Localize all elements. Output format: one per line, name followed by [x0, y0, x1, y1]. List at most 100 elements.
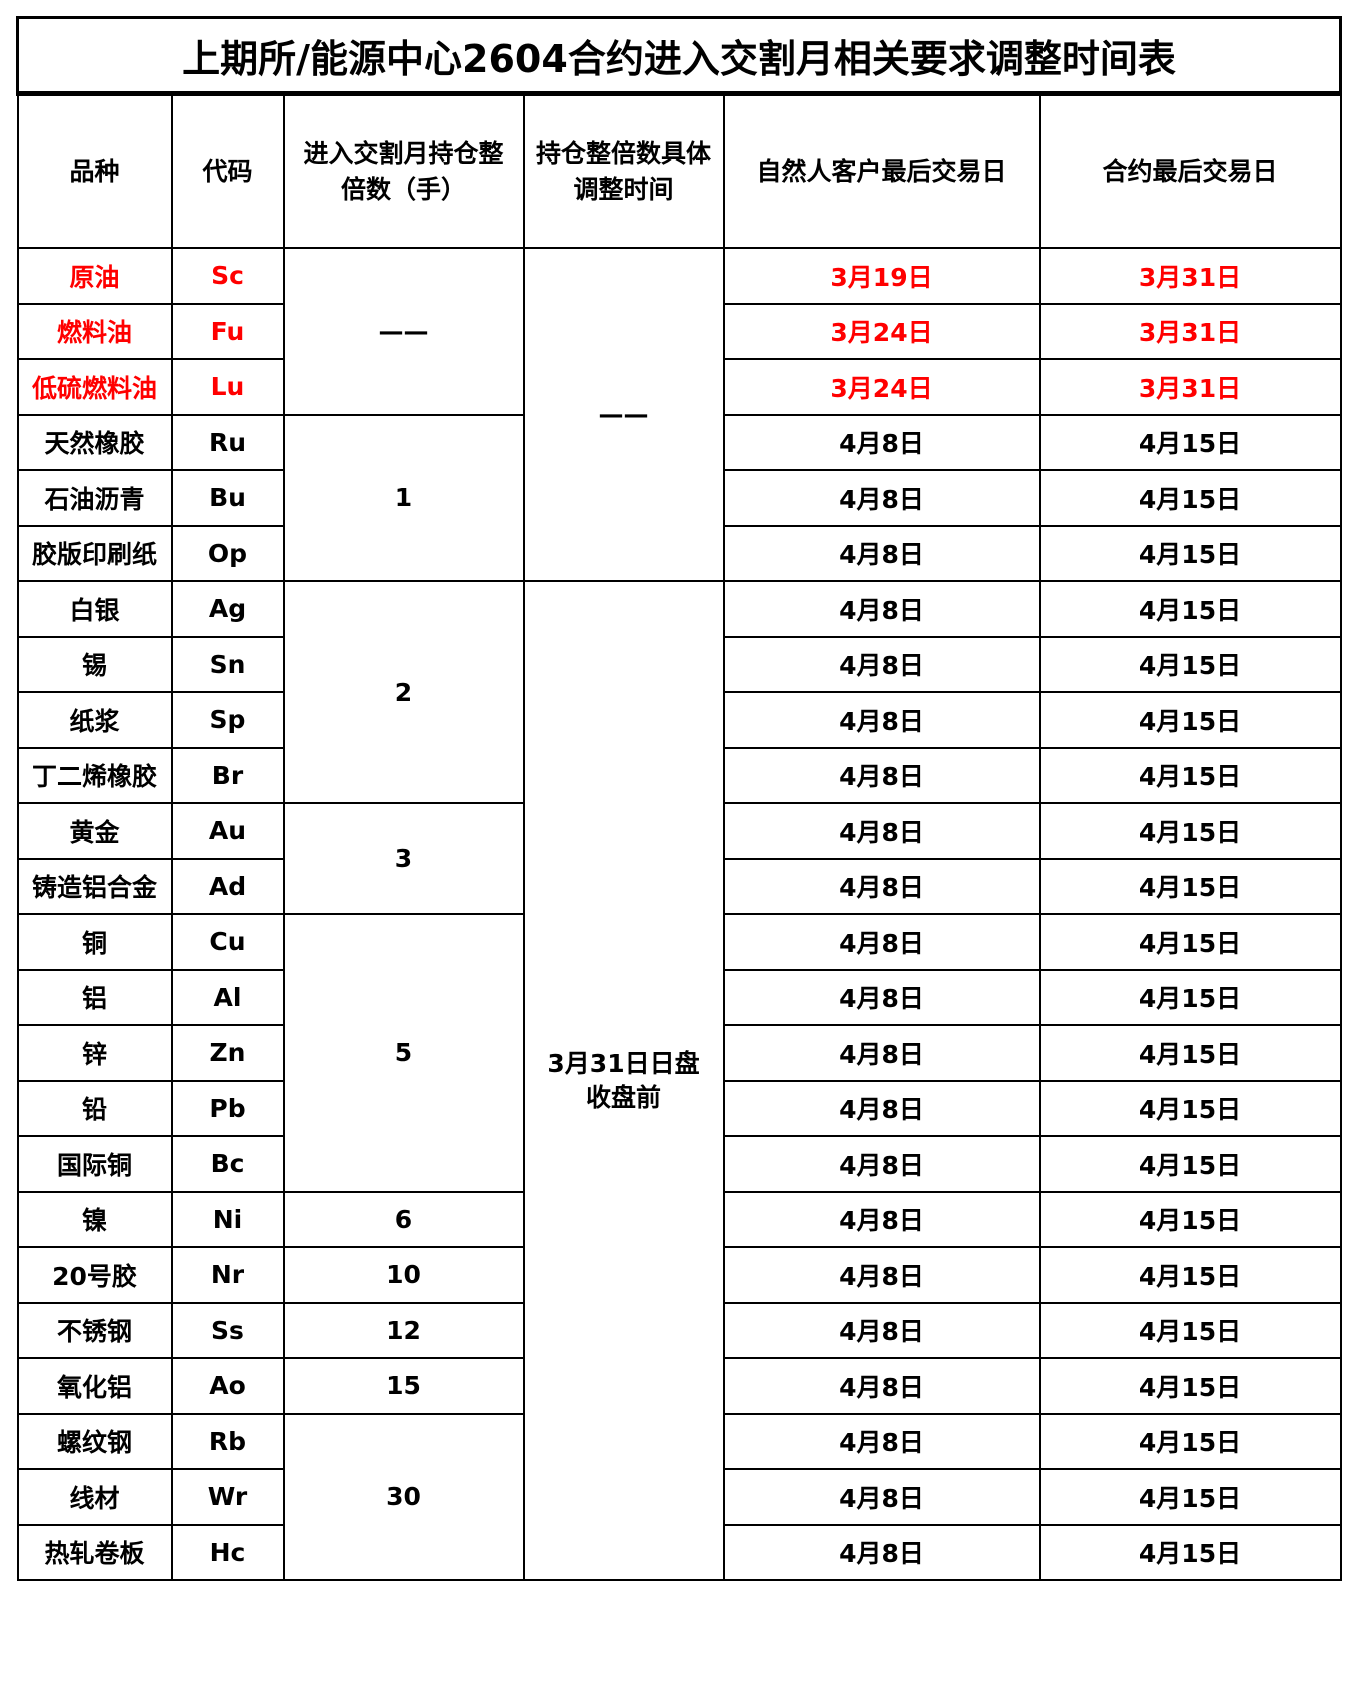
contract-last-day: 4月15日 — [1038, 1412, 1342, 1470]
variety-code: Ru — [170, 413, 285, 471]
contract-last-day: 4月15日 — [1038, 1135, 1342, 1193]
variety-code: Bc — [170, 1135, 285, 1193]
table-row: 氧化铝 Ao 15 4月8日 4月15日 — [16, 1357, 1342, 1415]
variety-name: 镍 — [16, 1190, 173, 1248]
contract-last-day: 4月15日 — [1038, 1357, 1342, 1415]
header-adjust-time: 持仓整倍数具体调整时间 — [522, 92, 725, 249]
variety-code: Ad — [170, 857, 285, 915]
table-row: 镍 Ni 6 4月8日 4月15日 — [16, 1190, 1342, 1248]
variety-name: 胶版印刷纸 — [16, 524, 173, 582]
contract-last-day: 4月15日 — [1038, 1190, 1342, 1248]
table-row: 铝 Al 4月8日 4月15日 — [16, 968, 1342, 1026]
contract-last-day: 3月31日 — [1038, 302, 1342, 360]
variety-name: 丁二烯橡胶 — [16, 746, 173, 804]
contract-last-day: 4月15日 — [1038, 691, 1342, 749]
contract-last-day: 4月15日 — [1038, 1079, 1342, 1137]
variety-name: 螺纹钢 — [16, 1412, 173, 1470]
table-row: 螺纹钢 Rb 30 4月8日 4月15日 — [16, 1412, 1342, 1581]
header-contract-last-day: 合约最后交易日 — [1038, 92, 1342, 249]
natural-person-last-day: 4月8日 — [722, 1190, 1041, 1248]
table-row: 国际铜 Bc 4月8日 4月15日 — [16, 1135, 1342, 1193]
variety-name: 铸造铝合金 — [16, 857, 173, 915]
contract-last-day: 4月15日 — [1038, 913, 1342, 971]
natural-person-last-day: 4月8日 — [722, 1301, 1041, 1359]
contract-last-day: 4月15日 — [1038, 1468, 1342, 1526]
variety-code: Op — [170, 524, 285, 582]
header-code: 代码 — [170, 92, 285, 249]
variety-name: 锌 — [16, 1024, 173, 1082]
variety-name: 纸浆 — [16, 691, 173, 749]
table-row: 线材 Wr 4月8日 4月15日 — [16, 1468, 1342, 1526]
variety-code: Cu — [170, 913, 285, 971]
variety-name: 铝 — [16, 968, 173, 1026]
natural-person-last-day: 4月8日 — [722, 1357, 1041, 1415]
variety-code: Pb — [170, 1079, 285, 1137]
contract-last-day: 3月31日 — [1038, 247, 1342, 305]
natural-person-last-day: 4月8日 — [722, 1246, 1041, 1304]
table-row: 石油沥青 Bu 4月8日 4月15日 — [16, 469, 1342, 527]
variety-code: Ss — [170, 1301, 285, 1359]
adjust-time: —— — [522, 247, 725, 582]
position-multiple: 10 — [282, 1246, 525, 1304]
variety-code: Bu — [170, 469, 285, 527]
contract-last-day: 4月15日 — [1038, 580, 1342, 638]
schedule-document: 上期所/能源中心2604合约进入交割月相关要求调整时间表 品种 代码 进入交割月… — [16, 16, 1342, 1581]
position-multiple: 3 — [282, 802, 525, 915]
natural-person-last-day: 4月8日 — [722, 968, 1041, 1026]
variety-name: 天然橡胶 — [16, 413, 173, 471]
variety-code: Ni — [170, 1190, 285, 1248]
table-row: 原油 Sc —— —— 3月19日 3月31日 — [16, 247, 1342, 582]
variety-name: 白银 — [16, 580, 173, 638]
position-multiple: 12 — [282, 1301, 525, 1359]
variety-code: Sn — [170, 635, 285, 693]
variety-code: Br — [170, 746, 285, 804]
natural-person-last-day: 4月8日 — [722, 580, 1041, 638]
variety-name: 20号胶 — [16, 1246, 173, 1304]
variety-code: Ag — [170, 580, 285, 638]
variety-name: 氧化铝 — [16, 1357, 173, 1415]
table-row: 黄金 Au 3 4月8日 4月15日 — [16, 802, 1342, 915]
contract-last-day: 4月15日 — [1038, 968, 1342, 1026]
table-row: 纸浆 Sp 4月8日 4月15日 — [16, 691, 1342, 749]
natural-person-last-day: 4月8日 — [722, 1412, 1041, 1470]
table-row: 胶版印刷纸 Op 4月8日 4月15日 — [16, 524, 1342, 582]
table-row: 白银 Ag 2 3月31日日盘收盘前 4月8日 4月15日 — [16, 580, 1342, 1581]
variety-name: 铜 — [16, 913, 173, 971]
contract-last-day: 4月15日 — [1038, 1523, 1342, 1581]
position-multiple: 6 — [282, 1190, 525, 1248]
contract-last-day: 4月15日 — [1038, 1024, 1342, 1082]
variety-name: 国际铜 — [16, 1135, 173, 1193]
position-multiple: 1 — [282, 413, 525, 582]
table-row: 天然橡胶 Ru 1 4月8日 4月15日 — [16, 413, 1342, 582]
table-row: 铜 Cu 5 4月8日 4月15日 — [16, 913, 1342, 1193]
contract-last-day: 4月15日 — [1038, 1301, 1342, 1359]
natural-person-last-day: 4月8日 — [722, 1523, 1041, 1581]
variety-name: 锡 — [16, 635, 173, 693]
variety-code: Au — [170, 802, 285, 860]
natural-person-last-day: 4月8日 — [722, 746, 1041, 804]
natural-person-last-day: 4月8日 — [722, 802, 1041, 860]
variety-code: Rb — [170, 1412, 285, 1470]
variety-code: Wr — [170, 1468, 285, 1526]
variety-name: 燃料油 — [16, 302, 173, 360]
variety-code: Sc — [170, 247, 285, 305]
contract-last-day: 4月15日 — [1038, 857, 1342, 915]
natural-person-last-day: 4月8日 — [722, 1079, 1041, 1137]
header-position-multiple: 进入交割月持仓整倍数（手） — [282, 92, 525, 249]
position-multiple: —— — [282, 247, 525, 416]
contract-last-day: 4月15日 — [1038, 1246, 1342, 1304]
natural-person-last-day: 3月24日 — [722, 358, 1041, 416]
natural-person-last-day: 4月8日 — [722, 469, 1041, 527]
natural-person-last-day: 4月8日 — [722, 1024, 1041, 1082]
variety-name: 原油 — [16, 247, 173, 305]
header-variety: 品种 — [16, 92, 173, 249]
contract-last-day: 4月15日 — [1038, 469, 1342, 527]
variety-code: Hc — [170, 1523, 285, 1581]
table-row: 低硫燃料油 Lu 3月24日 3月31日 — [16, 358, 1342, 416]
position-multiple: 5 — [282, 913, 525, 1193]
variety-code: Ao — [170, 1357, 285, 1415]
table-row: 锌 Zn 4月8日 4月15日 — [16, 1024, 1342, 1082]
table-row: 不锈钢 Ss 12 4月8日 4月15日 — [16, 1301, 1342, 1359]
table-row: 锡 Sn 4月8日 4月15日 — [16, 635, 1342, 693]
table-row: 燃料油 Fu 3月24日 3月31日 — [16, 302, 1342, 360]
